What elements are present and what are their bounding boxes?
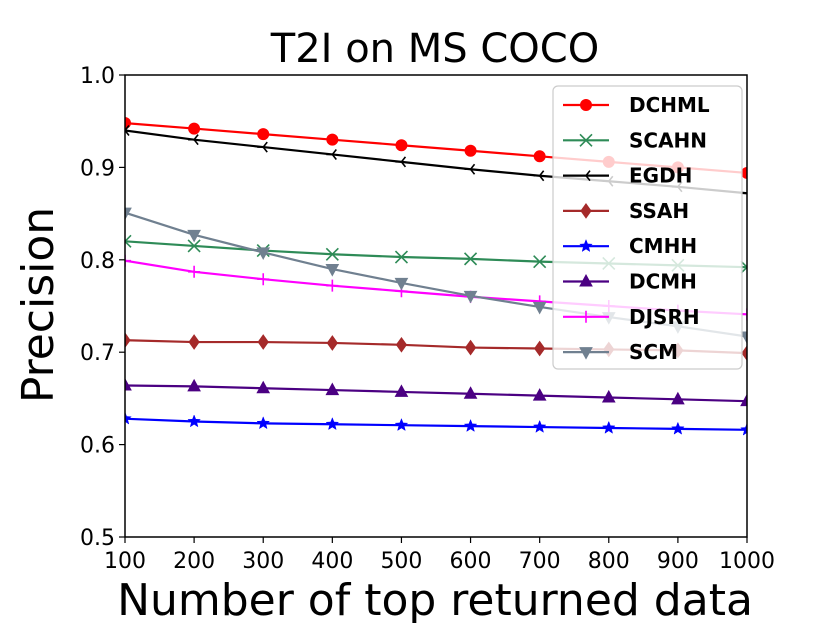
- data-point-cmhh: [601, 420, 616, 434]
- data-point-ssah: [326, 335, 338, 351]
- y-tick-label: 0.5: [80, 526, 115, 551]
- data-point-dcmh: [187, 378, 201, 392]
- data-point-scm: [463, 290, 478, 304]
- data-point-dcmh: [394, 384, 409, 397]
- data-point-dchml: [188, 122, 201, 135]
- data-point-dchml: [257, 128, 270, 141]
- legend-label-djsrh: DJSRH: [629, 305, 700, 329]
- legend-label-dchml: DCHML: [629, 93, 710, 117]
- x-tick-label: 900: [657, 549, 699, 574]
- legend-label-scm: SCM: [629, 340, 678, 364]
- legend-label-dcmh: DCMH: [629, 270, 697, 294]
- data-point-scm: [256, 247, 271, 260]
- data-point-djsrh: [741, 308, 747, 321]
- data-point-djsrh: [257, 273, 270, 286]
- legend-label-cmhh: CMHH: [629, 234, 697, 258]
- data-point-ssah: [188, 334, 200, 350]
- legend-marker-ssah: [580, 203, 592, 219]
- data-point-ssah: [125, 332, 131, 349]
- y-tick-label: 0.7: [80, 341, 115, 366]
- data-point-ssah: [741, 345, 747, 361]
- data-point-ssah: [534, 340, 546, 357]
- data-point-scahn: [463, 252, 478, 266]
- data-point-cmhh: [325, 417, 340, 431]
- y-tick-label: 0.9: [80, 156, 115, 181]
- data-point-ssah: [464, 339, 477, 356]
- data-point-egdh: [395, 156, 407, 168]
- chart-title: T2I on MS COCO: [270, 26, 599, 72]
- data-point-dcmh: [671, 391, 685, 405]
- data-point-cmhh: [394, 418, 409, 432]
- data-point-egdh: [464, 163, 476, 175]
- data-point-dcmh: [463, 386, 478, 399]
- data-point-scahn: [125, 234, 132, 248]
- y-tick-label: 0.6: [80, 434, 115, 459]
- x-tick-label: 700: [519, 549, 561, 574]
- data-point-scahn: [740, 260, 747, 274]
- plot-frame: [124, 74, 748, 538]
- data-point-scm: [325, 264, 340, 277]
- legend-marker-dcmh: [579, 273, 593, 287]
- data-point-scm: [125, 207, 132, 221]
- data-point-djsrh: [326, 279, 339, 292]
- x-tick-label: 300: [242, 549, 284, 574]
- legend-marker-scm: [579, 347, 593, 360]
- legend-marker-djsrh: [580, 310, 592, 323]
- data-point-dchml: [395, 139, 408, 152]
- data-point-scm: [394, 277, 409, 291]
- x-axis-label: Number of top returned data: [117, 575, 753, 623]
- legend-label-ssah: SSAH: [629, 199, 689, 223]
- x-tick-label: 500: [380, 549, 422, 574]
- x-tick-label: 600: [450, 549, 492, 574]
- data-point-scahn: [325, 247, 339, 261]
- legend-box: [552, 85, 743, 370]
- data-point-cmhh: [125, 411, 132, 425]
- data-point-dcmh: [325, 382, 340, 396]
- y-tick-label: 1.0: [80, 64, 115, 89]
- data-point-djsrh: [125, 254, 131, 267]
- y-tick-label: 0.8: [80, 249, 115, 274]
- data-point-ssah: [257, 334, 269, 350]
- data-point-cmhh: [671, 421, 685, 435]
- data-point-dcmh: [532, 388, 547, 401]
- y-axis-label: Precision: [13, 207, 64, 403]
- data-point-scm: [187, 229, 201, 243]
- legend-marker-scahn: [579, 133, 593, 147]
- data-point-dchml: [464, 144, 477, 157]
- x-tick-label: 200: [173, 549, 215, 574]
- data-point-egdh: [533, 170, 545, 182]
- data-point-dchml: [326, 133, 339, 146]
- data-point-scahn: [187, 239, 201, 253]
- data-point-dcmh: [740, 393, 747, 407]
- x-tick-label: 800: [588, 549, 630, 574]
- series-line-cmhh: [125, 417, 747, 431]
- data-point-cmhh: [256, 416, 271, 430]
- data-point-egdh: [188, 134, 199, 146]
- data-point-dcmh: [125, 377, 132, 391]
- legend-label-scahn: SCAHN: [629, 128, 707, 152]
- data-point-cmhh: [740, 422, 747, 436]
- x-tick-label: 100: [104, 549, 146, 574]
- data-point-egdh: [326, 148, 337, 160]
- series-line-dcmh: [125, 384, 747, 403]
- data-point-scm: [532, 301, 547, 315]
- legend-marker-egdh: [580, 170, 591, 182]
- data-point-dcmh: [601, 389, 616, 403]
- data-point-scahn: [394, 250, 409, 264]
- legend-marker-dchml: [580, 99, 592, 111]
- data-point-cmhh: [532, 419, 547, 433]
- data-point-cmhh: [463, 418, 478, 432]
- data-point-egdh: [257, 141, 268, 153]
- data-point-djsrh: [188, 265, 201, 278]
- data-point-dcmh: [256, 380, 271, 394]
- legend-marker-cmhh: [579, 239, 593, 253]
- data-point-cmhh: [187, 414, 201, 428]
- legend-label-egdh: EGDH: [629, 164, 692, 188]
- data-point-dchml: [533, 150, 546, 163]
- x-tick-label: 400: [311, 549, 353, 574]
- data-point-ssah: [395, 336, 408, 353]
- x-tick-label: 1000: [719, 549, 775, 574]
- data-point-scahn: [533, 255, 547, 269]
